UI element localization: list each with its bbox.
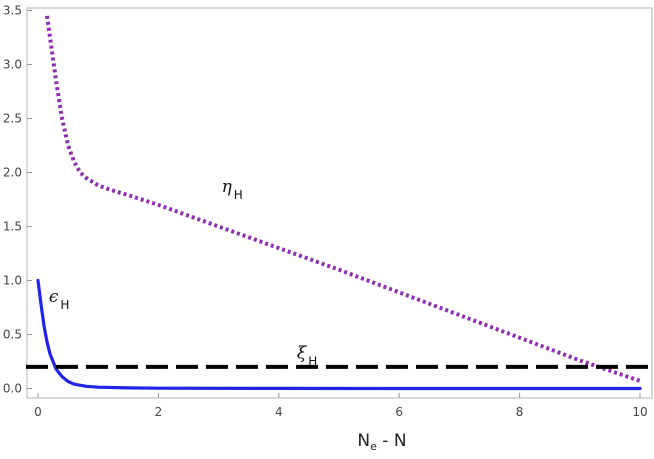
x-tick-label: 10 (632, 405, 647, 419)
y-tick-label: 0.0 (3, 382, 22, 396)
x-tick-label: 6 (395, 405, 403, 419)
series-line-1 (36, 278, 642, 391)
x-tick-label: 0 (34, 405, 42, 419)
x-tick-label: 2 (155, 405, 163, 419)
x-axis-title: Ne - N (357, 431, 406, 453)
series-line-0 (45, 15, 641, 383)
x-tick-label: 4 (275, 405, 283, 419)
ticks: 0 2 4 6 8 10 0.0 0.5 1.0 1.5 2.0 2.5 3.0 3.5 (3, 4, 648, 420)
series-labels: η H ϵ H ξ H (49, 177, 317, 368)
y-tick-label: 2.5 (3, 112, 22, 126)
x-tick-label: 8 (516, 405, 524, 419)
y-tick-label: 2.0 (3, 166, 22, 180)
y-tick-label: 1.5 (3, 220, 22, 234)
y-tick-label: 3.0 (3, 58, 22, 72)
series-group (25, 15, 653, 391)
y-tick-label: 0.5 (3, 328, 22, 342)
plot-frame (26, 7, 653, 399)
y-tick-label: 3.5 (3, 4, 22, 18)
y-tick-label: 1.0 (3, 274, 22, 288)
